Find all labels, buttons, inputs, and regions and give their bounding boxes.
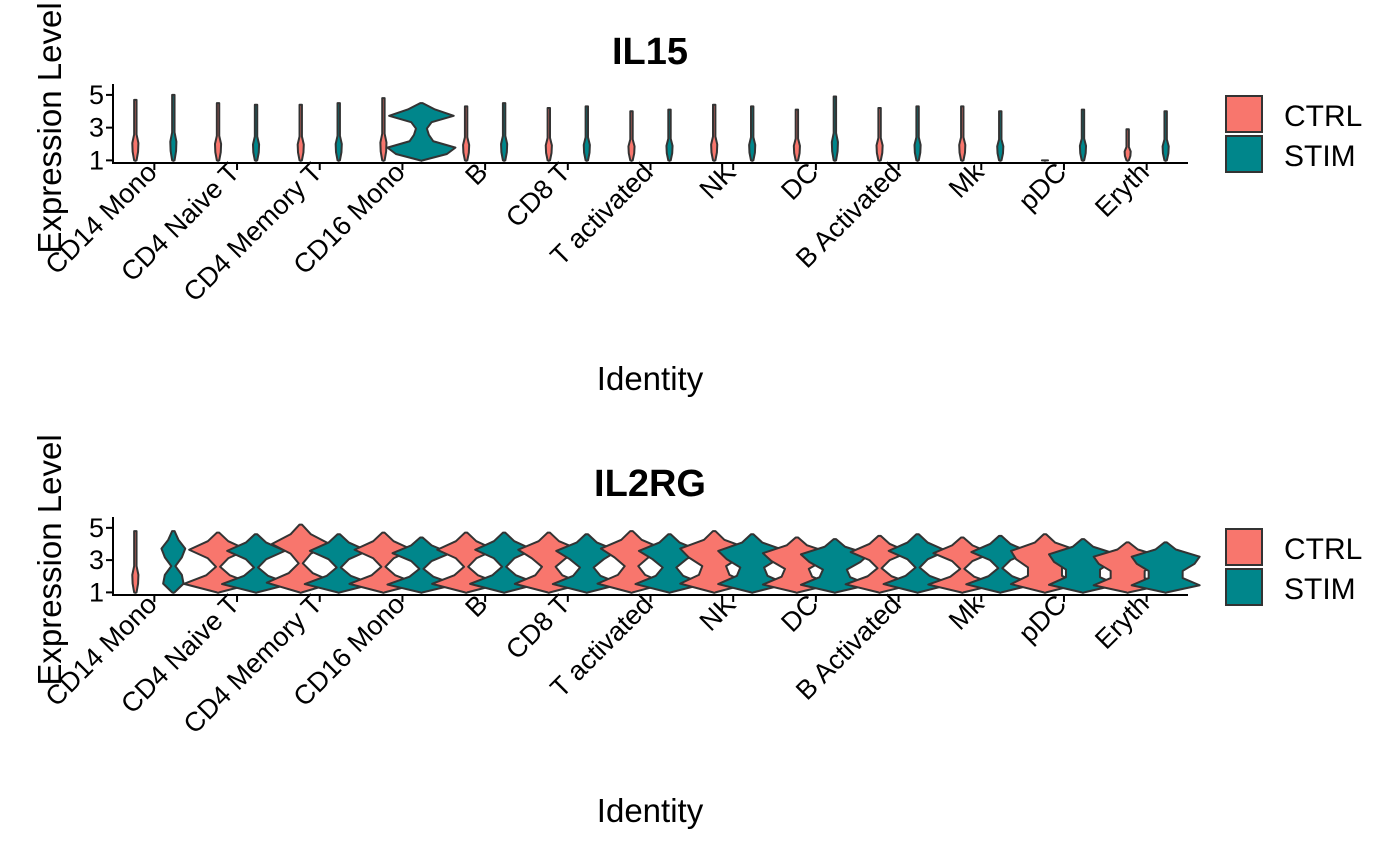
- violin-ctrl: [875, 107, 884, 162]
- violin-ctrl: [131, 530, 140, 594]
- y-axis-title: Expression Level: [31, 2, 68, 253]
- violin-stim: [221, 533, 292, 594]
- y-tick-label: 3: [89, 545, 104, 575]
- y-axis-title: Expression Level: [31, 434, 68, 685]
- legend-swatch-stim: [1225, 135, 1263, 173]
- x-tick-label: CD8 T: [500, 589, 576, 665]
- violin-stim: [717, 533, 788, 594]
- x-tick-label: Eryth: [1089, 157, 1155, 223]
- x-tick-label: Eryth: [1089, 589, 1155, 655]
- violin-ctrl: [213, 102, 223, 162]
- violin-ctrl: [958, 105, 967, 162]
- violin-ctrl: [792, 108, 801, 162]
- x-axis-title: Identity: [597, 792, 704, 829]
- panel-il2rg: IL2RG Expression Level Identity 135CD14 …: [31, 434, 1362, 829]
- panel-title: IL15: [612, 31, 688, 73]
- legend-label-ctrl: CTRL: [1284, 533, 1362, 566]
- violin-ctrl: [348, 531, 419, 594]
- y-tick-label: 1: [89, 145, 104, 175]
- violin-ctrl: [265, 523, 336, 594]
- violin-stim: [996, 110, 1005, 162]
- violin-stim: [830, 95, 839, 162]
- violin-stim: [500, 102, 509, 162]
- violin-stim: [160, 530, 187, 594]
- violin-stim: [251, 103, 261, 162]
- violin-ctrl: [379, 97, 388, 162]
- violin-ctrl: [1123, 128, 1132, 162]
- legend-swatch-stim: [1225, 568, 1263, 606]
- violin-ctrl: [131, 98, 140, 162]
- violin-stim: [334, 102, 343, 162]
- violin-stim: [882, 533, 953, 594]
- violin-stim: [665, 108, 674, 162]
- violin-stim: [1078, 108, 1088, 162]
- violin-stim: [748, 105, 757, 162]
- y-tick-label: 5: [89, 80, 104, 110]
- y-tick-label: 1: [89, 577, 104, 607]
- violin-stim: [1047, 538, 1118, 594]
- legend: CTRL STIM: [1225, 95, 1362, 173]
- violin-ctrl: [544, 107, 553, 162]
- violin-stim: [582, 105, 591, 162]
- y-tick-label: 5: [89, 513, 104, 543]
- panel-title: IL2RG: [594, 463, 706, 505]
- violin-ctrl: [710, 103, 719, 162]
- legend-swatch-ctrl: [1225, 95, 1263, 133]
- x-tick-label: NK: [694, 157, 742, 205]
- x-axis-title: Identity: [597, 360, 704, 397]
- violin-stim: [1161, 110, 1170, 162]
- violin-stim: [913, 105, 922, 162]
- legend-label-stim: STIM: [1284, 140, 1356, 173]
- legend-label-stim: STIM: [1284, 573, 1356, 606]
- violin-ctrl: [627, 110, 636, 162]
- violin-ctrl: [462, 105, 471, 162]
- legend-label-ctrl: CTRL: [1284, 100, 1362, 133]
- violin-ctrl: [296, 103, 305, 162]
- legend: CTRL STIM: [1225, 528, 1362, 606]
- x-tick-label: NK: [694, 589, 742, 637]
- violin-stim: [386, 102, 457, 162]
- x-tick-label: CD8 T: [500, 157, 576, 233]
- legend-swatch-ctrl: [1225, 528, 1263, 566]
- violin-stim: [169, 93, 178, 162]
- violin-stim: [1130, 541, 1201, 594]
- y-tick-label: 3: [89, 113, 104, 143]
